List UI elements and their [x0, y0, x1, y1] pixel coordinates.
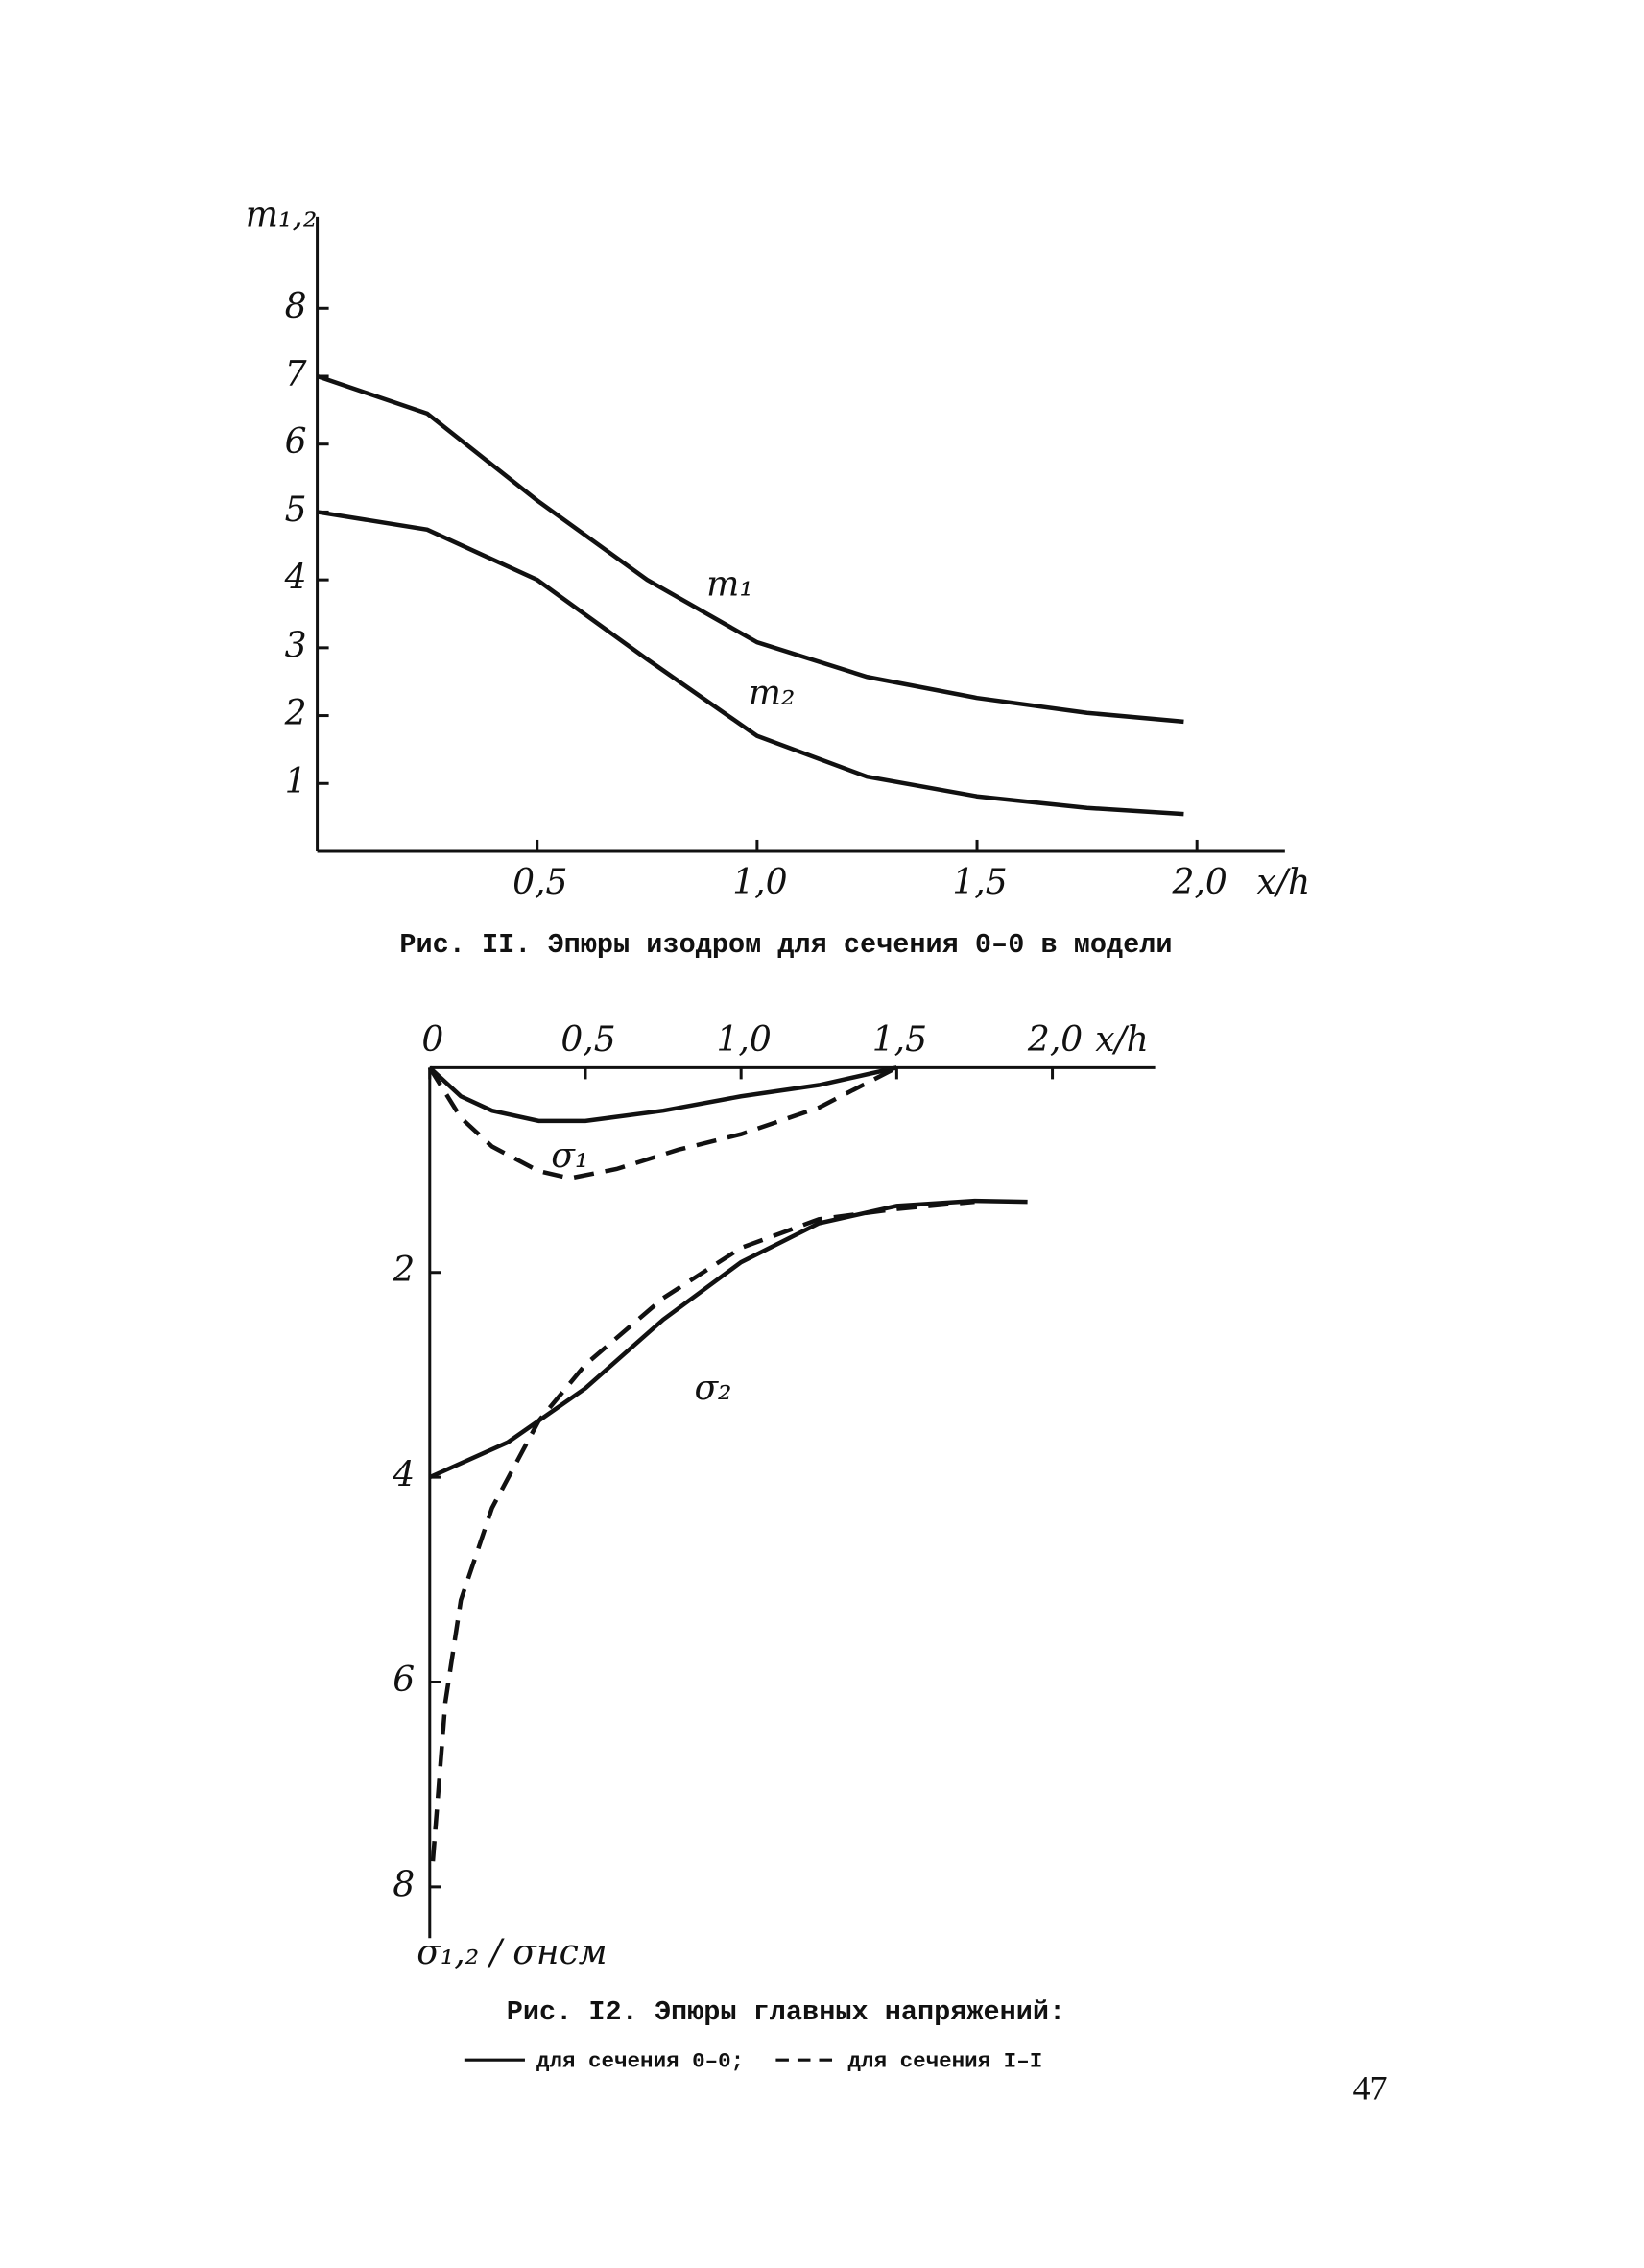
x-tick-label: 1,0: [717, 1019, 772, 1060]
x-axis-label: x/h: [1095, 1019, 1149, 1060]
x-axis-label: x/h: [1256, 862, 1310, 902]
y-tick-label: 8: [285, 286, 307, 326]
y-tick-label: 6: [285, 421, 307, 462]
line: [316, 373, 1184, 725]
x-tick-label: 0,5: [512, 862, 567, 902]
legend-label: для сечения I–I: [848, 2049, 1043, 2074]
y-tick-label: 2: [392, 1250, 415, 1290]
page-number: 47: [1352, 2069, 1387, 2108]
y-axis-label: σ₁,₂ / σнсм: [417, 1932, 607, 1972]
x-tick-label: 0,5: [560, 1019, 615, 1060]
annotation: σ₁: [551, 1135, 588, 1176]
x-tick-label: 1,0: [732, 862, 787, 902]
series-label: m₁: [706, 564, 753, 605]
y-tick-label: 7: [285, 353, 307, 394]
caption: Рис. II. Эпюры изодром для сечения 0–0 в…: [399, 929, 1172, 961]
y-tick-label: 2: [284, 693, 307, 733]
y-axis-label: m₁,₂: [246, 194, 318, 234]
x-tick-label: 2,0: [1027, 1019, 1083, 1060]
x-tick-label: 2,0: [1172, 862, 1227, 902]
line: [430, 1199, 975, 1862]
y-tick-label: 1: [285, 761, 307, 801]
line: [428, 1198, 1028, 1480]
series-label: m₂: [749, 673, 796, 713]
y-tick-label: 4: [392, 1455, 415, 1495]
y-tick-label: 4: [284, 558, 307, 598]
x-tick-label: 1,5: [952, 862, 1007, 902]
annotation: σ₂: [694, 1368, 731, 1408]
x-tick-label: 1,5: [872, 1019, 927, 1060]
line: [317, 510, 1184, 817]
line: [428, 1065, 897, 1124]
y-tick-label: 8: [393, 1864, 415, 1904]
caption: Рис. I2. Эпюры главных напряжений:: [507, 1996, 1065, 2028]
y-tick-label: 3: [285, 625, 307, 665]
y-tick-label: 5: [285, 489, 307, 530]
legend-label: для сечения 0–0;: [536, 2049, 744, 2074]
line: [427, 1065, 898, 1181]
y-tick-label: 6: [393, 1659, 415, 1700]
x-tick-label: 0: [421, 1019, 443, 1060]
